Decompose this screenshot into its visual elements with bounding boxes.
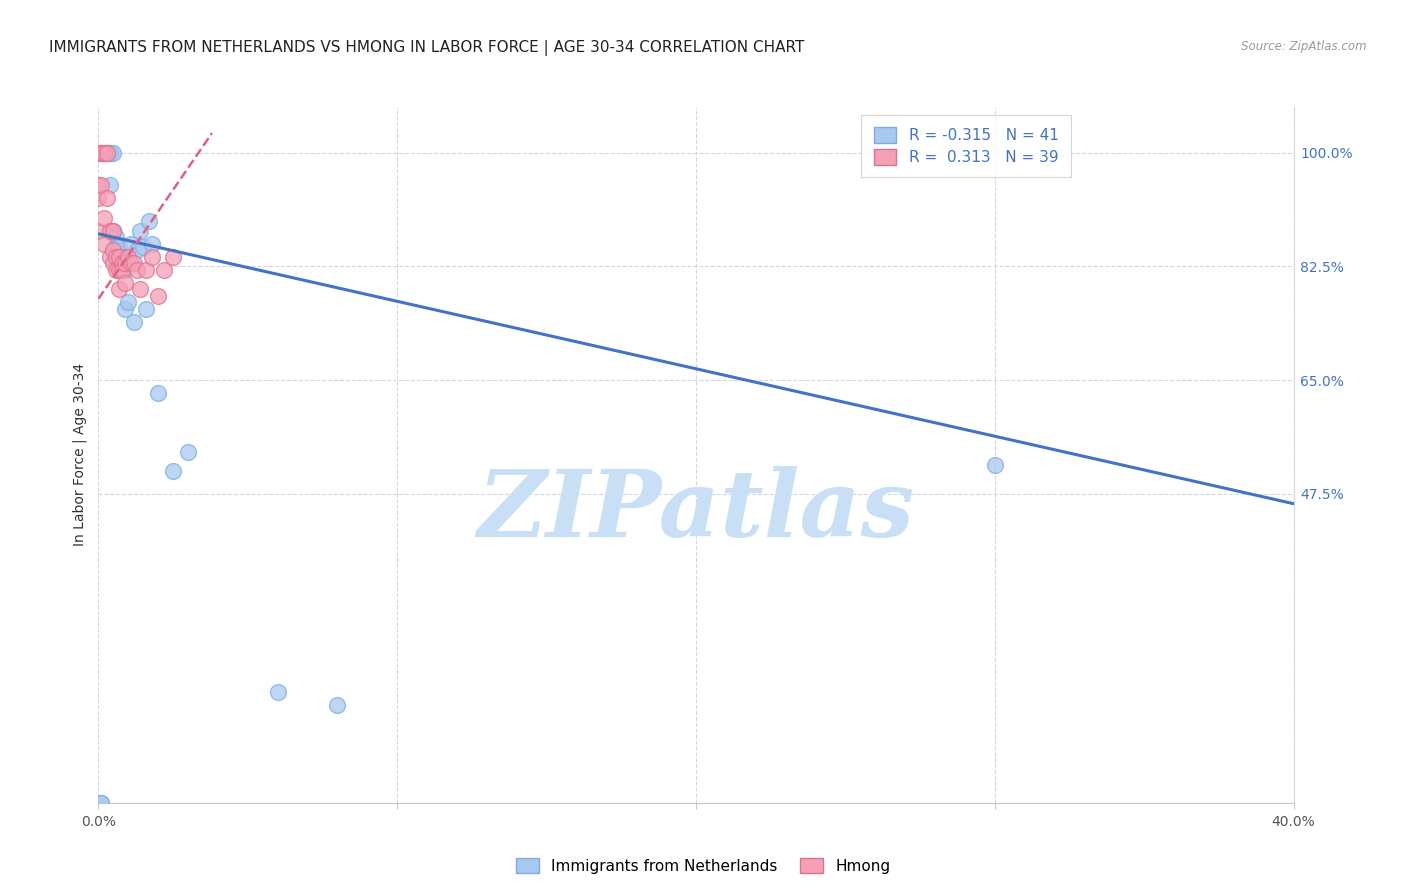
Point — [93, 236, 115, 251]
Point — [108, 240, 131, 254]
Point — [148, 288, 170, 302]
Point — [100, 250, 122, 264]
Point — [96, 145, 118, 160]
Text: ZIPatlas: ZIPatlas — [478, 466, 914, 556]
Point — [93, 145, 115, 160]
Point — [127, 262, 149, 277]
Point — [267, 685, 290, 699]
Point — [141, 250, 163, 264]
Point — [96, 145, 118, 160]
Point — [100, 145, 122, 160]
Point — [117, 256, 139, 270]
Point — [87, 224, 110, 238]
Point — [141, 236, 163, 251]
Point — [105, 250, 128, 264]
Point — [87, 145, 110, 160]
Point — [87, 145, 110, 160]
Point — [93, 211, 115, 225]
Point — [103, 224, 125, 238]
Point — [111, 256, 134, 270]
Point — [114, 301, 136, 316]
Point — [93, 145, 115, 160]
Point — [120, 236, 142, 251]
Point — [103, 256, 125, 270]
Point — [111, 262, 134, 277]
Point — [90, 796, 112, 810]
Legend: R = -0.315   N = 41, R =  0.313   N = 39: R = -0.315 N = 41, R = 0.313 N = 39 — [862, 115, 1071, 178]
Point — [96, 145, 118, 160]
Point — [108, 262, 131, 277]
Point — [124, 315, 146, 329]
Point — [100, 178, 122, 192]
Point — [90, 796, 112, 810]
Point — [103, 243, 125, 257]
Point — [103, 224, 125, 238]
Point — [117, 250, 139, 264]
Point — [326, 698, 349, 713]
Point — [117, 250, 139, 264]
Point — [135, 262, 157, 277]
Text: IMMIGRANTS FROM NETHERLANDS VS HMONG IN LABOR FORCE | AGE 30-34 CORRELATION CHAR: IMMIGRANTS FROM NETHERLANDS VS HMONG IN … — [49, 40, 804, 56]
Point — [127, 243, 149, 257]
Point — [100, 145, 122, 160]
Point — [87, 145, 110, 160]
Point — [87, 178, 110, 192]
Point — [103, 243, 125, 257]
Point — [129, 224, 152, 238]
Point — [984, 458, 1007, 472]
Point — [105, 262, 128, 277]
Point — [96, 191, 118, 205]
Point — [114, 262, 136, 277]
Point — [117, 295, 139, 310]
Point — [87, 145, 110, 160]
Point — [108, 256, 131, 270]
Point — [108, 282, 131, 296]
Point — [162, 250, 184, 264]
Point — [96, 145, 118, 160]
Point — [90, 145, 112, 160]
Point — [100, 145, 122, 160]
Point — [111, 250, 134, 264]
Point — [138, 214, 160, 228]
Point — [103, 145, 125, 160]
Point — [153, 262, 176, 277]
Point — [103, 224, 125, 238]
Point — [105, 230, 128, 244]
Point — [120, 256, 142, 270]
Point — [177, 444, 200, 458]
Point — [135, 301, 157, 316]
Point — [90, 145, 112, 160]
Point — [114, 276, 136, 290]
Point — [111, 256, 134, 270]
Point — [148, 386, 170, 401]
Legend: Immigrants from Netherlands, Hmong: Immigrants from Netherlands, Hmong — [509, 852, 897, 880]
Y-axis label: In Labor Force | Age 30-34: In Labor Force | Age 30-34 — [73, 363, 87, 547]
Point — [129, 282, 152, 296]
Point — [100, 224, 122, 238]
Point — [105, 250, 128, 264]
Point — [105, 240, 128, 254]
Point — [132, 240, 155, 254]
Point — [114, 256, 136, 270]
Point — [124, 256, 146, 270]
Point — [96, 145, 118, 160]
Point — [108, 250, 131, 264]
Text: Source: ZipAtlas.com: Source: ZipAtlas.com — [1241, 40, 1367, 54]
Point — [162, 464, 184, 478]
Point — [90, 178, 112, 192]
Point — [87, 191, 110, 205]
